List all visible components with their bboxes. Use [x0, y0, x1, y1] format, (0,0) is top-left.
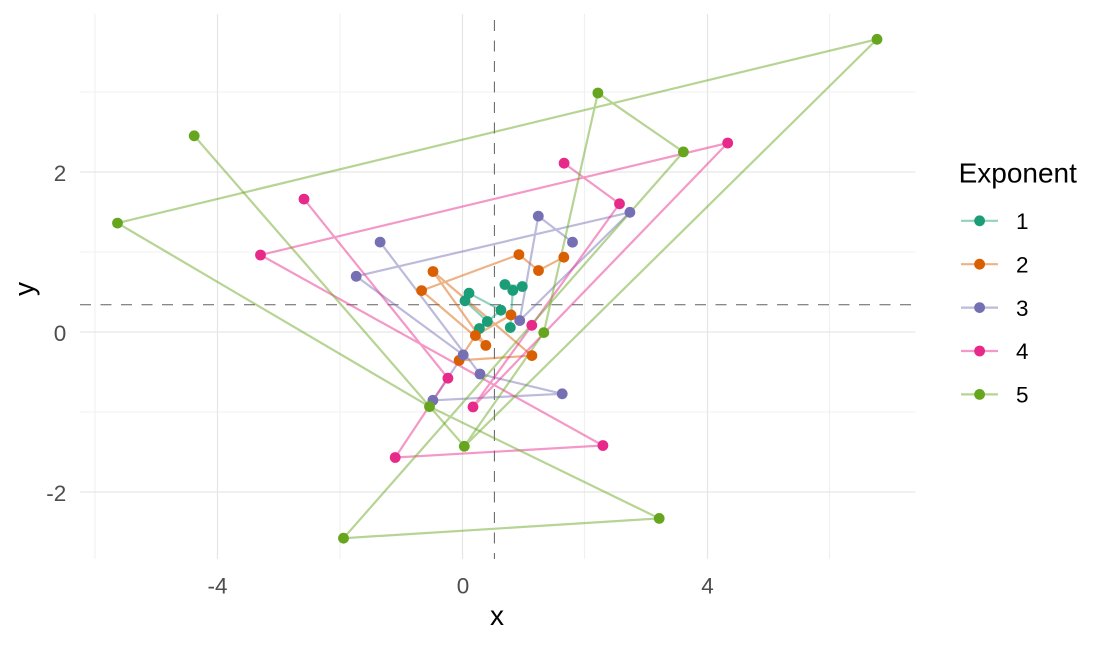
svg-text:Exponent: Exponent — [959, 157, 1078, 188]
svg-text:2: 2 — [1016, 252, 1029, 277]
svg-text:x: x — [490, 600, 504, 631]
svg-text:0: 0 — [457, 574, 470, 599]
svg-text:4: 4 — [1016, 339, 1029, 364]
svg-text:-2: -2 — [46, 481, 66, 506]
svg-text:1: 1 — [1016, 209, 1029, 234]
svg-text:y: y — [9, 282, 40, 296]
svg-text:-4: -4 — [207, 574, 227, 599]
svg-text:3: 3 — [1016, 296, 1029, 321]
svg-text:5: 5 — [1016, 383, 1029, 408]
svg-text:0: 0 — [54, 321, 67, 346]
svg-text:2: 2 — [54, 161, 67, 186]
svg-text:4: 4 — [701, 574, 714, 599]
